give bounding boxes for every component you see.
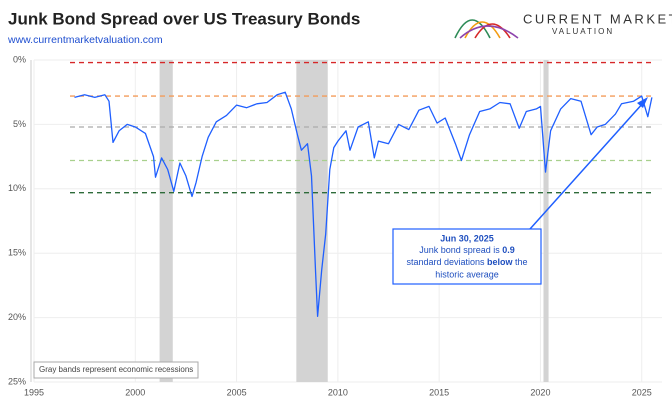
logo-subtext: VALUATION xyxy=(552,27,614,36)
annotation-emphasis: below xyxy=(487,257,514,267)
arrow-head xyxy=(637,97,648,108)
recession-band xyxy=(296,60,328,382)
plot-area: 1995 2000 2005 2010 2015 2020 2025 0% 5% 10% 15% 20… xyxy=(8,54,662,397)
y-tick-label: 5% xyxy=(13,119,26,129)
y-tick-label: 25% xyxy=(8,376,26,386)
annotation-line: Junk bond spread is 0.9 xyxy=(419,245,515,255)
annotation-text: Junk bond spread is xyxy=(419,245,502,255)
note: Gray bands represent economic recessions xyxy=(39,365,193,374)
annotation-value: 0.9 xyxy=(502,245,515,255)
y-tick-label: 0% xyxy=(13,54,26,64)
x-tick-label: 2025 xyxy=(632,387,652,397)
series-line xyxy=(74,91,653,317)
recession-band xyxy=(159,60,173,382)
x-tick-label: 2005 xyxy=(227,387,247,397)
x-tick-label: 2020 xyxy=(530,387,550,397)
y-tick-label: 20% xyxy=(8,312,26,322)
annotation-title: Jun 30, 2025 xyxy=(440,233,494,243)
chart-subtitle: www.currentmarketvaluation.com xyxy=(7,34,163,46)
annotation-line: historic average xyxy=(435,269,499,279)
y-tick-label: 10% xyxy=(8,183,26,193)
y-tick-label: 15% xyxy=(8,248,26,258)
x-tick-label: 2015 xyxy=(429,387,449,397)
chart-title: Junk Bond Spread over US Treasury Bonds xyxy=(8,9,360,28)
recession-band xyxy=(543,60,549,382)
annotation-text: standard deviations xyxy=(406,257,487,267)
x-tick-label: 2000 xyxy=(125,387,145,397)
logo xyxy=(454,19,519,39)
logo-text: CURRENT MARKET xyxy=(523,11,672,26)
annotation-box xyxy=(392,228,542,285)
annotation-line: standard deviations below the xyxy=(406,257,527,267)
x-tick-label: 1995 xyxy=(24,387,44,397)
x-tick-label: 2010 xyxy=(328,387,348,397)
annotation-arrow xyxy=(529,101,645,230)
note-box xyxy=(33,361,199,379)
annotation-text: the xyxy=(513,257,528,267)
